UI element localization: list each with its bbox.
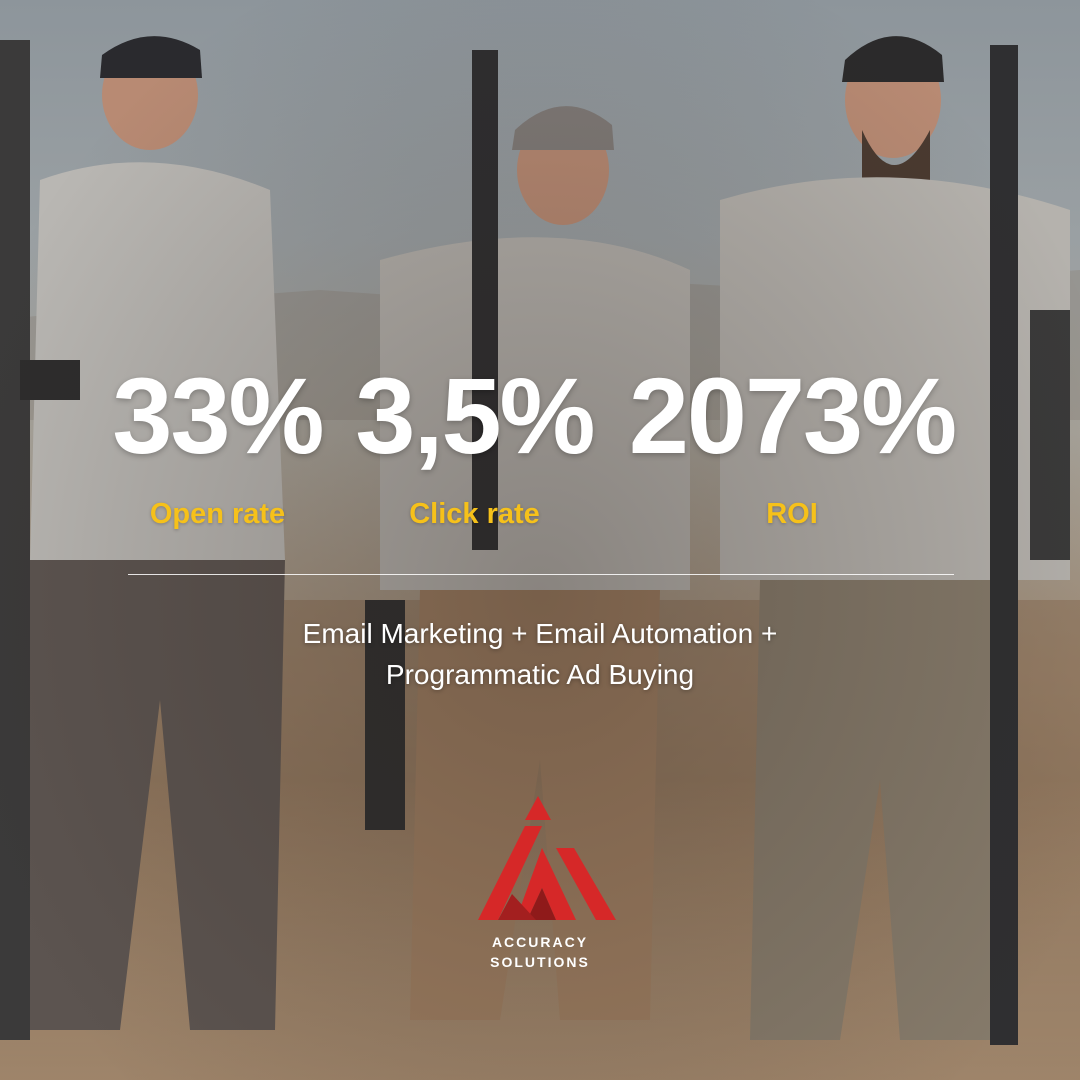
accuracy-solutions-logo-icon bbox=[478, 796, 616, 920]
stat-click-rate: 3,5% Click rate bbox=[352, 362, 597, 529]
tagline-line-1: Email Marketing + Email Automation + bbox=[302, 618, 778, 649]
brand-name-line-2: SOLUTIONS bbox=[490, 954, 590, 970]
person-left-silhouette bbox=[0, 36, 285, 1040]
stat-open-rate: 33% Open rate bbox=[105, 362, 330, 529]
divider-line bbox=[128, 574, 954, 575]
stat-roi: 2073% ROI bbox=[622, 362, 962, 529]
stat-value: 3,5% bbox=[355, 355, 595, 476]
stat-label: Click rate bbox=[409, 498, 540, 530]
stat-value: 33% bbox=[112, 355, 324, 476]
tagline-line-2: Programmatic Ad Buying bbox=[385, 659, 695, 690]
stat-label: ROI bbox=[766, 498, 818, 530]
person-right-silhouette bbox=[720, 36, 1070, 1045]
brand-name: ACCURACY SOLUTIONS bbox=[440, 932, 640, 972]
services-tagline: Email Marketing + Email Automation + Pro… bbox=[180, 613, 900, 695]
stat-value: 2073% bbox=[628, 355, 957, 476]
brand-name-line-1: ACCURACY bbox=[491, 934, 589, 950]
stat-label: Open rate bbox=[149, 498, 286, 530]
